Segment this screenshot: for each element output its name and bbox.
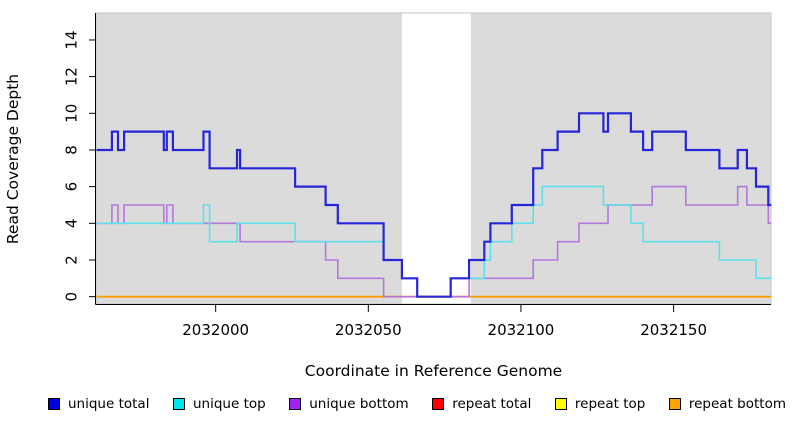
legend-label: unique total — [68, 396, 150, 412]
series-unique-total-line — [96, 112, 772, 298]
y-axis-label: Read Coverage Depth — [4, 73, 22, 245]
x-tick-label: 2032000 — [182, 321, 249, 339]
legend-item-repeat-bottom: repeat bottom — [668, 396, 786, 412]
legend-label: unique bottom — [309, 396, 409, 412]
y-tick-label: 8 — [63, 145, 81, 155]
legend-item-unique-top: unique top — [173, 396, 266, 412]
legend-label: repeat total — [452, 396, 532, 412]
y-tick-label: 0 — [63, 292, 81, 302]
y-tick-label: 4 — [63, 219, 81, 229]
legend-swatch-unique-bottom — [289, 398, 302, 410]
legend-swatch-unique-top — [173, 398, 185, 410]
series-unique-top-line — [96, 185, 772, 298]
legend-item-repeat-total: repeat total — [432, 396, 531, 412]
x-tick-label: 2032100 — [488, 321, 555, 339]
y-tick-label: 10 — [63, 104, 81, 123]
coverage-gap-band — [401, 13, 471, 304]
legend-label: repeat bottom — [688, 396, 786, 412]
legend-swatch-repeat-total — [432, 398, 445, 410]
legend-swatch-repeat-bottom — [668, 398, 681, 410]
legend-item-repeat-top: repeat top — [554, 396, 646, 412]
legend-label: repeat top — [574, 396, 646, 412]
legend: unique total unique top unique bottom re… — [48, 396, 786, 412]
x-axis-label: Coordinate in Reference Genome — [304, 362, 563, 380]
y-tick-label: 2 — [63, 255, 81, 265]
legend-item-unique-total: unique total — [48, 396, 149, 412]
y-tick-label: 6 — [63, 182, 81, 192]
legend-swatch-unique-total — [48, 398, 60, 410]
x-tick-label: 2032050 — [335, 321, 402, 339]
x-tick-label: 2032150 — [640, 321, 707, 339]
legend-item-unique-bottom: unique bottom — [289, 396, 409, 412]
y-tick-label: 12 — [63, 67, 81, 86]
legend-swatch-repeat-top — [554, 398, 567, 410]
y-tick-label: 14 — [63, 30, 81, 49]
legend-label: unique top — [193, 396, 266, 412]
